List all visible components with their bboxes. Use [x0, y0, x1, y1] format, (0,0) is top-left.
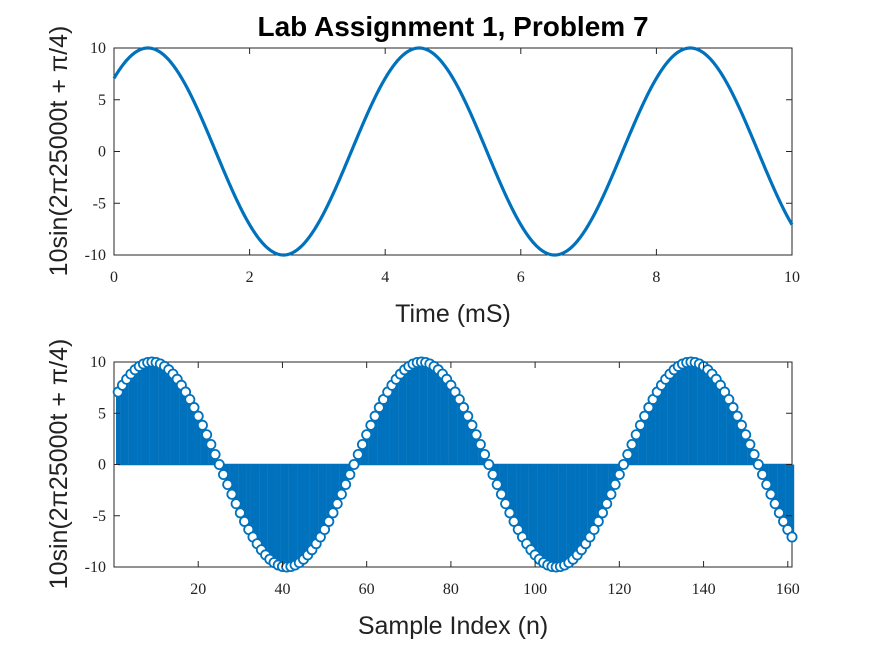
- stem-marker: [769, 498, 781, 510]
- y-tick-label: 0: [98, 144, 106, 161]
- x-tick-label: 6: [517, 269, 525, 286]
- stem-marker: [348, 458, 360, 470]
- time-plot-ticks: 0 2 4 6 8 10 -10 -5 0 5 10: [85, 40, 800, 286]
- stem-marker: [727, 402, 739, 414]
- chart-title: Lab Assignment 1, Problem 7: [257, 11, 648, 42]
- x-tick-label: 120: [607, 581, 631, 598]
- stem-marker: [483, 459, 495, 471]
- y-tick-label: 10: [90, 40, 106, 57]
- stem-marker: [205, 439, 217, 451]
- time-plot-ylabel: 10sin(2π25000t + π/4): [45, 26, 73, 277]
- stem-marker: [735, 419, 747, 431]
- stem-marker: [323, 515, 335, 527]
- stem-marker: [356, 439, 368, 451]
- x-tick-label: 80: [443, 581, 459, 598]
- time-plot-series: [112, 46, 794, 257]
- stem-marker: [773, 507, 785, 519]
- sine-line: [112, 46, 794, 257]
- stem-marker: [470, 429, 482, 441]
- stem-marker: [226, 488, 238, 500]
- time-plot-xlabel: Time (mS): [395, 300, 511, 328]
- stem-marker: [479, 448, 491, 460]
- stem-marker: [622, 448, 634, 460]
- y-tick-label: 5: [98, 92, 106, 109]
- stem-marker: [613, 469, 625, 481]
- sample-plot-xlabel: Sample Index (n): [358, 612, 548, 640]
- x-tick-label: 160: [776, 581, 800, 598]
- stem-marker: [222, 478, 234, 490]
- x-tick-label: 40: [274, 581, 290, 598]
- y-tick-label: -10: [85, 559, 106, 576]
- time-plot-frame: [113, 47, 793, 256]
- stem-marker: [761, 478, 773, 490]
- stem-marker: [209, 448, 221, 460]
- stem-marker: [361, 429, 373, 441]
- x-tick-label: 100: [523, 581, 547, 598]
- sample-plot-ticks: 20 40 60 80 100 120 140 160 -10 -5 0 5 10: [85, 354, 800, 598]
- stem-marker: [748, 448, 760, 460]
- stem-marker: [327, 507, 339, 519]
- stem-marker: [234, 507, 246, 519]
- stem-marker: [487, 469, 499, 481]
- x-tick-label: 0: [110, 269, 118, 286]
- stem-marker: [230, 498, 242, 510]
- x-tick-label: 20: [190, 581, 206, 598]
- stem-marker: [744, 439, 756, 451]
- stem-marker: [196, 419, 208, 431]
- y-tick-label: -5: [93, 195, 106, 212]
- stem-marker: [462, 410, 474, 422]
- stem-marker: [752, 459, 764, 471]
- stem-marker: [344, 469, 356, 481]
- stem-marker: [731, 410, 743, 422]
- y-tick-label: -10: [85, 247, 106, 264]
- stem-marker: [592, 515, 604, 527]
- stem-marker: [504, 507, 516, 519]
- stem-marker: [458, 402, 470, 414]
- stem-marker: [335, 488, 347, 500]
- y-tick-label: 0: [98, 457, 106, 474]
- stem-marker: [201, 429, 213, 441]
- y-tick-label: 10: [90, 354, 106, 371]
- x-tick-label: 140: [692, 581, 716, 598]
- stem-marker: [474, 439, 486, 451]
- y-tick-label: -5: [93, 508, 106, 525]
- sample-plot-ylabel: 10sin(2π25000t + π/4): [45, 339, 73, 590]
- x-tick-label: 8: [652, 269, 660, 286]
- stem-marker: [639, 410, 651, 422]
- stem-marker: [596, 507, 608, 519]
- stem-marker: [340, 478, 352, 490]
- stem-marker: [188, 402, 200, 414]
- stem-marker: [626, 439, 638, 451]
- stem-marker: [192, 410, 204, 422]
- stem-marker: [786, 531, 798, 543]
- stem-marker: [634, 419, 646, 431]
- stem-marker: [213, 459, 225, 471]
- stem-marker: [618, 458, 630, 470]
- stem-marker: [491, 478, 503, 490]
- sample-plot-series: [112, 356, 798, 573]
- x-tick-label: 10: [784, 269, 800, 286]
- stem-marker: [605, 488, 617, 500]
- y-tick-label: 5: [98, 405, 106, 422]
- stem-marker: [466, 419, 478, 431]
- stem-marker: [765, 488, 777, 500]
- stem-marker: [331, 498, 343, 510]
- stem-marker: [757, 469, 769, 481]
- stem-marker: [217, 469, 229, 481]
- stem-marker: [630, 429, 642, 441]
- sample-plot-axes: 20 40 60 80 100 120 140 160 -10 -5 0 5 10 Sample Ind…: [45, 339, 800, 640]
- stem-marker: [365, 419, 377, 431]
- stem-marker: [601, 498, 613, 510]
- x-tick-label: 60: [359, 581, 375, 598]
- stem-marker: [495, 488, 507, 500]
- x-tick-label: 4: [381, 269, 389, 286]
- stem-marker: [609, 478, 621, 490]
- stem-marker: [369, 410, 381, 422]
- stem-marker: [352, 448, 364, 460]
- stem-marker: [500, 498, 512, 510]
- time-plot-axes: 0 2 4 6 8 10 -10 -5 0 5 10 Time (mS) 10sin(2π25000…: [45, 26, 800, 328]
- x-tick-label: 2: [246, 269, 254, 286]
- stem-marker: [740, 429, 752, 441]
